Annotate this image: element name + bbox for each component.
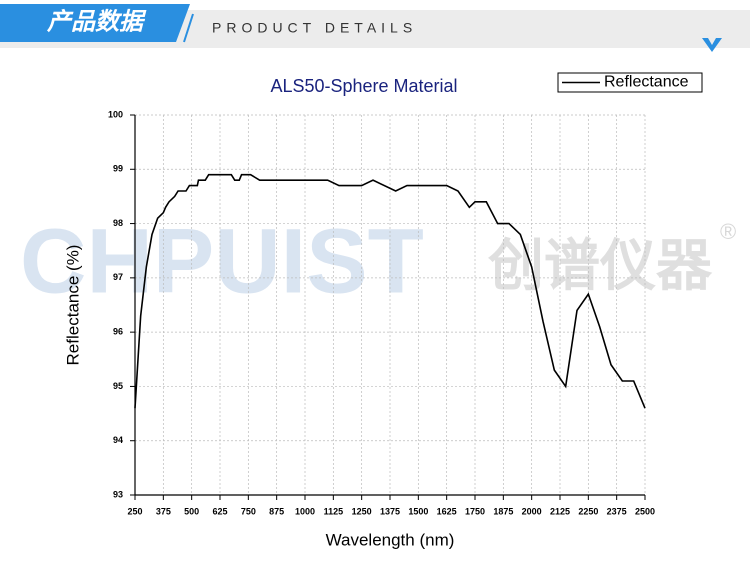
header-tab [0,4,190,42]
x-tick-label: 1000 [295,506,315,516]
x-tick-label: 1125 [324,506,344,516]
x-tick-label: 2000 [522,506,542,516]
x-tick-label: 1250 [352,506,372,516]
y-tick-label: 95 [113,381,123,391]
x-tick-label: 1500 [408,506,428,516]
y-tick-label: 98 [113,218,123,228]
x-tick-label: 875 [269,506,284,516]
x-tick-label: 2250 [578,506,598,516]
legend-label: Reflectance [604,74,689,91]
x-tick-label: 1875 [493,506,513,516]
y-tick-label: 94 [113,435,123,445]
x-tick-label: 1625 [437,506,457,516]
y-tick-label: 97 [113,272,123,282]
x-tick-label: 750 [241,506,256,516]
x-tick-label: 2375 [607,506,627,516]
x-tick-label: 1750 [465,506,485,516]
y-tick-label: 96 [113,327,123,337]
y-tick-label: 100 [108,109,123,119]
watermark-chinese: 创谱仪器 [488,234,713,297]
legend-box [557,72,703,93]
x-tick-label: 625 [212,506,227,516]
chart-title: ALS50-Sphere Material [270,76,457,96]
x-tick-label: 250 [127,506,142,516]
y-tick-label: 93 [113,489,123,499]
watermark-brand: CHPUIST [20,210,424,312]
watermark-mark: ® [720,219,736,244]
x-tick-label: 500 [184,506,199,516]
x-axis-label: Wavelength (nm) [326,530,455,549]
x-tick-label: 375 [156,506,171,516]
y-tick-label: 99 [113,164,123,174]
header-subtitle: PRODUCT DETAILS [212,20,417,36]
x-tick-label: 2500 [635,506,655,516]
x-tick-label: 1375 [380,506,400,516]
chevron-icon [702,38,722,52]
header-slash [183,13,194,43]
x-tick-label: 2125 [550,506,570,516]
y-axis-label: Reflectance (%) [63,245,82,366]
data-line [134,173,646,409]
header-title: 产品数据 [46,8,147,35]
chart: 93 94 95 96 97 98 99 100 250 375 500 625 750 875 1000 1… [108,72,703,516]
